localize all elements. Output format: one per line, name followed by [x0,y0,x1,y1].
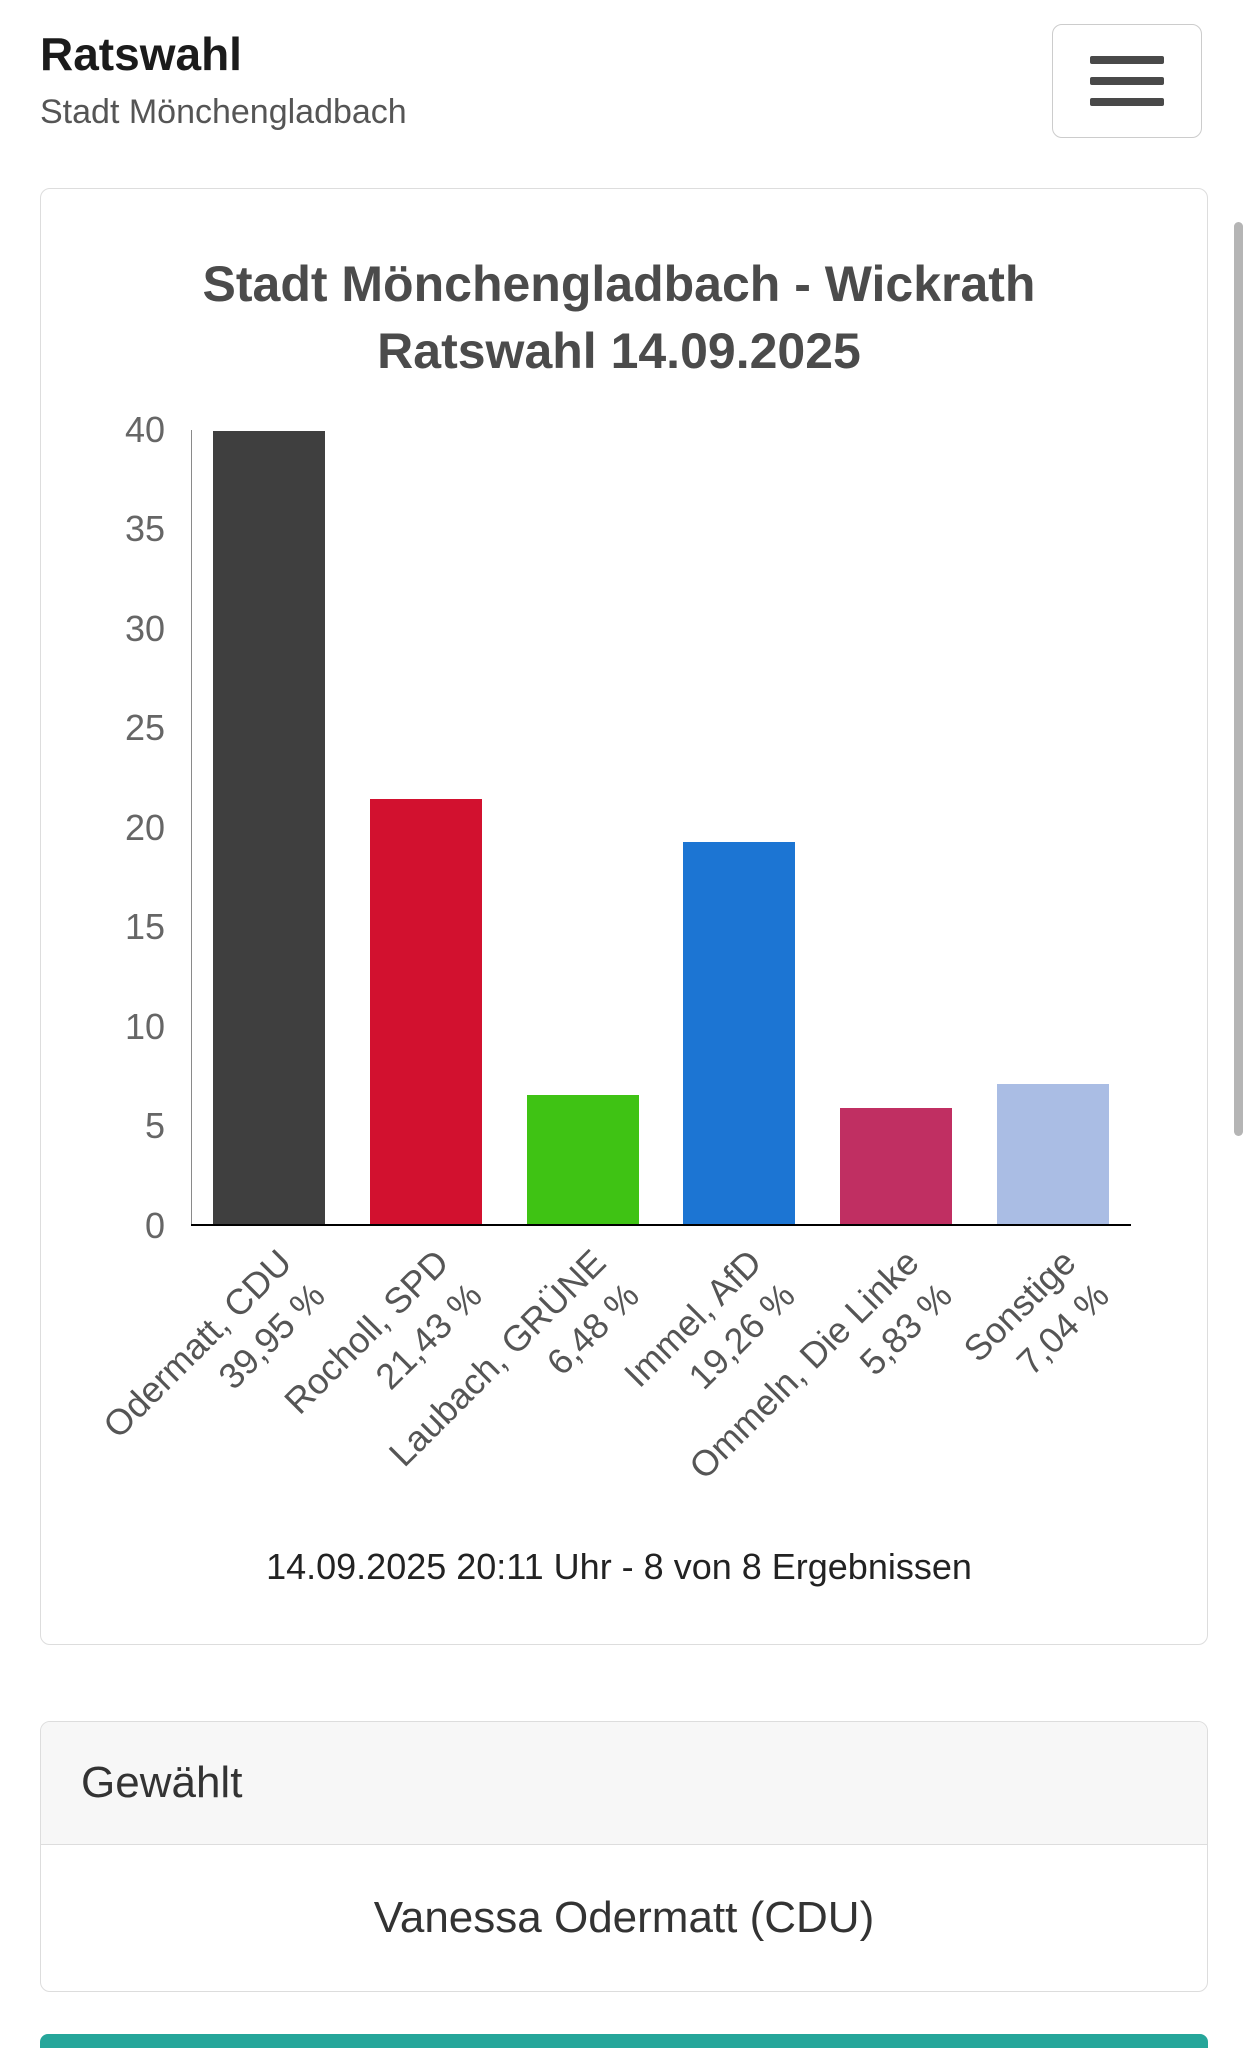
y-tick-label: 20 [124,806,165,848]
y-tick-label: 35 [124,508,165,550]
scrollbar[interactable] [1234,222,1243,1136]
page-header: Ratswahl Stadt Mönchengladbach [0,0,1248,166]
chart-title-line-2: Ratswahl 14.09.2025 [377,323,861,380]
chart-title: Stadt Mönchengladbach - Wickrath Ratswah… [71,251,1167,386]
footer-accent-bar [40,2034,1208,2048]
plot-area: Odermatt, CDU 39,95 % Rocholl, SPD 21,43 % L… [95,429,1131,1487]
hamburger-icon [1090,56,1164,64]
x-axis-label: Odermatt, CDU 39,95 % [95,1241,333,1446]
chart-title-line-1: Stadt Mönchengladbach - Wickrath [202,255,1036,312]
elected-person: Vanessa Odermatt (CDU) [373,1892,875,1942]
result-card: Gewählt Vanessa Odermatt (CDU) [40,1720,1208,1992]
bar-slot: Rocholl, SPD 21,43 % [276,430,505,1422]
chart-card: Stadt Mönchengladbach - Wickrath Ratswah… [40,187,1208,1645]
y-tick-label: 0 [144,1204,165,1246]
y-tick-label: 5 [144,1105,165,1147]
bar-slot: Laubach, GRÜNE 6,48 % [380,430,661,1474]
bar[interactable] [526,1095,639,1224]
y-tick-label: 10 [124,1005,165,1047]
app-subtitle: Stadt Mönchengladbach [40,92,407,131]
hamburger-icon [1090,98,1164,106]
bar-slot: Sonstige 7,04 % [955,430,1131,1383]
bar-chart: 0 5 10 15 20 25 30 35 40 Odermatt, CDU 39,95 % Roc… [71,411,1167,1487]
bar[interactable] [370,798,482,1224]
chart-caption: 14.09.2025 20:11 Uhr - 8 von 8 Ergebniss… [266,1545,972,1587]
bar-slot: Immel, AfD 19,26 % [616,430,818,1397]
bar[interactable] [840,1108,953,1224]
y-tick-label: 15 [124,906,165,948]
bar[interactable] [213,430,326,1224]
y-tick-label: 25 [124,707,165,749]
bar[interactable] [996,1084,1109,1224]
hamburger-icon [1090,77,1164,85]
y-tick-label: 40 [124,408,165,450]
bar-slot: Odermatt, CDU 39,95 % [95,430,348,1446]
bar-slot: Ommeln, Die Linke 5,83 % [681,430,975,1487]
menu-button[interactable] [1052,24,1202,138]
bar[interactable] [683,841,796,1224]
bars: Odermatt, CDU 39,95 % Rocholl, SPD 21,43 % L… [95,430,1131,1487]
app-title: Ratswahl [40,28,242,80]
x-axis-label: Sonstige 7,04 % [955,1241,1117,1383]
result-card-header: Gewählt [41,1721,1207,1845]
y-axis: 0 5 10 15 20 25 30 35 40 [71,411,191,1243]
y-tick-label: 30 [124,607,165,649]
